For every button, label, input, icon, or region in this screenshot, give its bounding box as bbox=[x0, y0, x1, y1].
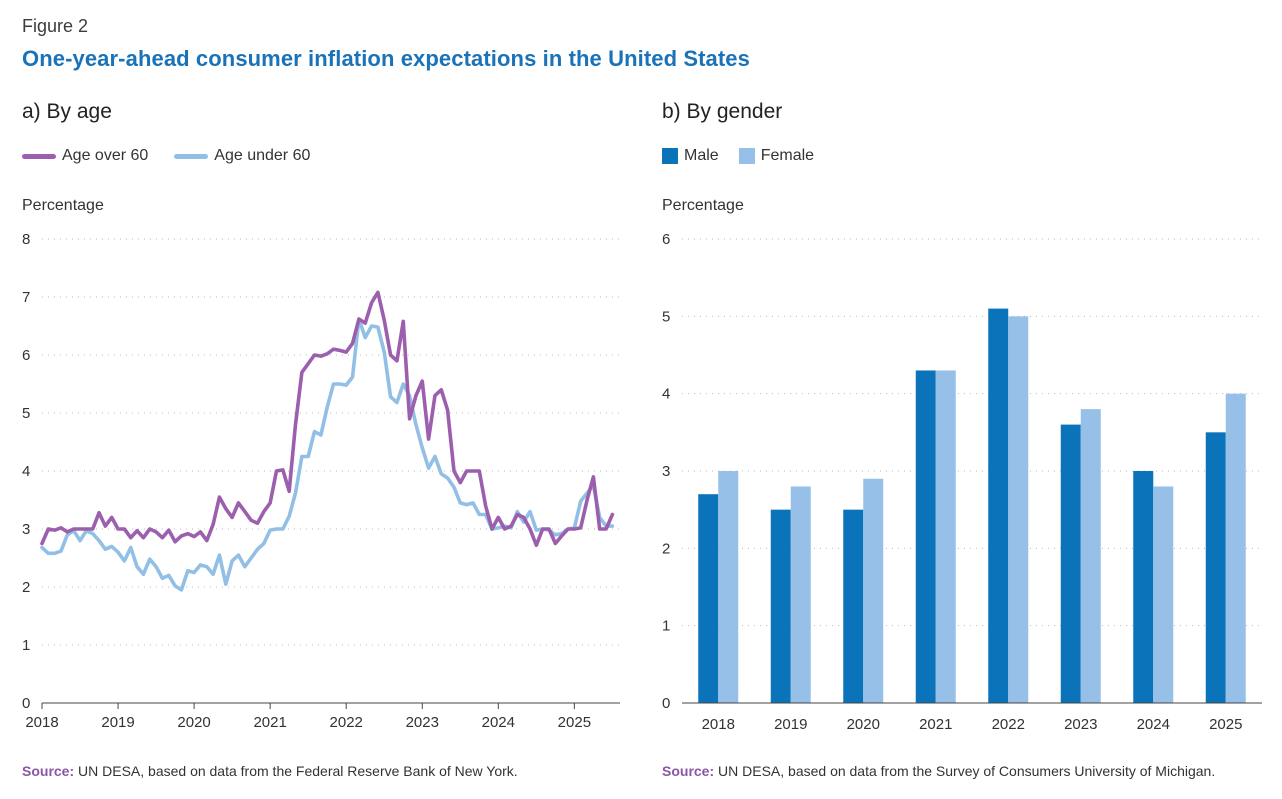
bar-male bbox=[1205, 432, 1226, 703]
bar-chart-by-gender: 0 1 2 3 4 5 6 2018 2019 2020 2021 2022 2023 2024 2025 bbox=[662, 231, 1262, 733]
legend-label-female: Female bbox=[760, 147, 815, 164]
bar-female bbox=[1080, 409, 1101, 703]
bar-male bbox=[1060, 424, 1081, 703]
y-tick-label: 5 bbox=[22, 405, 30, 422]
y-tick-label: 0 bbox=[22, 695, 30, 712]
x-tick-label: 2019 bbox=[101, 714, 134, 731]
x-tick-label: 2019 bbox=[774, 716, 807, 733]
legend-label-male: Male bbox=[684, 147, 719, 164]
x-tick-label: 2025 bbox=[1209, 716, 1242, 733]
y-tick-label: 2 bbox=[22, 579, 30, 596]
line-series-over-60 bbox=[40, 290, 615, 548]
x-tick-label: 2018 bbox=[702, 716, 735, 733]
panel-b-source: Source: UN DESA, based on data from the … bbox=[662, 763, 1215, 779]
bar-female bbox=[863, 478, 884, 703]
x-tick-label: 2022 bbox=[330, 714, 363, 731]
bar-female bbox=[790, 486, 811, 703]
legend-item-over-60: Age over 60 bbox=[22, 147, 148, 165]
bar-male bbox=[843, 509, 864, 703]
x-tick-label: 2023 bbox=[406, 714, 439, 731]
bar-male bbox=[1133, 471, 1154, 703]
x-tick-label: 2018 bbox=[25, 714, 58, 731]
x-tick-label: 2021 bbox=[253, 714, 286, 731]
legend-swatch-male bbox=[662, 148, 678, 164]
y-tick-label: 6 bbox=[22, 347, 30, 364]
legend-item-under-60: Age under 60 bbox=[174, 147, 310, 165]
line-series-under-60 bbox=[40, 317, 615, 592]
legend-label-under-60: Age under 60 bbox=[214, 147, 311, 164]
panel-a-source: Source: UN DESA, based on data from the … bbox=[22, 763, 518, 779]
bar-female bbox=[1225, 393, 1246, 703]
y-tick-label: 8 bbox=[22, 231, 30, 248]
y-tick-label: 4 bbox=[22, 463, 30, 480]
x-tick-label: 2020 bbox=[847, 716, 880, 733]
legend-label-over-60: Age over 60 bbox=[62, 147, 149, 164]
legend-swatch-under-60 bbox=[174, 153, 209, 159]
bar-male bbox=[698, 494, 719, 703]
figure-title: One-year-ahead consumer inflation expect… bbox=[22, 46, 750, 71]
bar-female bbox=[1153, 486, 1174, 703]
panel-b-title: b) By gender bbox=[662, 100, 783, 123]
y-tick-label: 5 bbox=[662, 308, 670, 325]
bar-male bbox=[988, 308, 1009, 703]
y-tick-label: 3 bbox=[22, 521, 30, 538]
y-tick-label: 6 bbox=[662, 231, 670, 248]
x-tick-label: 2020 bbox=[177, 714, 210, 731]
x-tick-label: 2023 bbox=[1064, 716, 1097, 733]
panel-b-source-label: Source: bbox=[662, 763, 715, 779]
x-tick-label: 2021 bbox=[919, 716, 952, 733]
panel-b-source-text: UN DESA, based on data from the Survey o… bbox=[718, 763, 1216, 779]
y-tick-label: 2 bbox=[662, 540, 670, 557]
y-tick-label: 7 bbox=[22, 289, 30, 306]
y-tick-label: 4 bbox=[662, 386, 670, 403]
x-tick-label: 2025 bbox=[558, 714, 591, 731]
x-tick-label: 2024 bbox=[1137, 716, 1170, 733]
panel-a-title: a) By age bbox=[22, 100, 112, 123]
bar-male bbox=[915, 370, 936, 703]
y-tick-label: 1 bbox=[22, 637, 30, 654]
y-tick-label: 0 bbox=[662, 695, 670, 712]
line-chart-by-age: 0 1 2 3 4 5 6 7 8 2018 2019 2020 2021 2022 2023 2024 202… bbox=[22, 231, 620, 731]
legend-item-male: Male bbox=[662, 147, 719, 165]
x-tick-label: 2024 bbox=[482, 714, 515, 731]
bar-female bbox=[718, 471, 739, 703]
bar-male bbox=[770, 509, 791, 703]
panel-a-legend: Age over 60 Age under 60 bbox=[22, 147, 336, 165]
panel-a-source-text: UN DESA, based on data from the Federal … bbox=[78, 763, 518, 779]
figure-label: Figure 2 bbox=[22, 16, 89, 36]
legend-swatch-over-60 bbox=[22, 153, 56, 159]
legend-item-female: Female bbox=[738, 147, 815, 165]
panel-b-ylabel: Percentage bbox=[662, 197, 744, 214]
panel-b-legend: Male Female bbox=[662, 147, 840, 165]
panel-a-ylabel: Percentage bbox=[22, 197, 104, 214]
x-tick-label: 2022 bbox=[992, 716, 1025, 733]
bar-female bbox=[935, 370, 956, 703]
y-tick-label: 1 bbox=[662, 618, 670, 635]
panel-a-source-label: Source: bbox=[22, 763, 75, 779]
bar-female bbox=[1008, 316, 1029, 703]
legend-swatch-female bbox=[738, 148, 755, 164]
y-tick-label: 3 bbox=[662, 463, 670, 480]
